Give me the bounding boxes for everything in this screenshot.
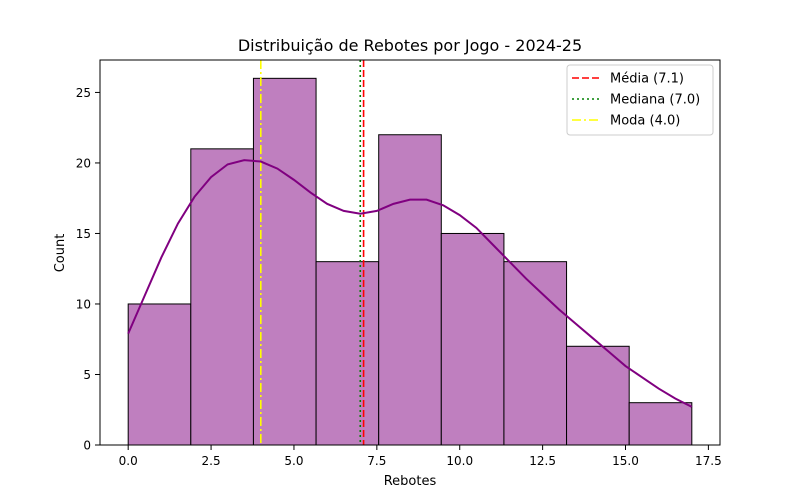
y-axis-ticks: 0 5 10 15 20 25 xyxy=(76,86,100,453)
statistic-lines xyxy=(260,60,365,445)
x-tick-label: 0.0 xyxy=(119,454,138,468)
y-tick-label: 10 xyxy=(76,297,91,311)
y-tick-label: 20 xyxy=(76,156,91,170)
y-tick-label: 5 xyxy=(83,368,91,382)
x-tick-label: 10.0 xyxy=(446,454,473,468)
histogram-bar xyxy=(252,77,317,446)
x-tick-label: 12.5 xyxy=(529,454,556,468)
histogram-bar xyxy=(566,345,630,446)
histogram-bar xyxy=(378,134,442,446)
histogram-bar xyxy=(315,261,380,446)
y-tick-label: 25 xyxy=(76,86,91,100)
x-tick-label: 15.0 xyxy=(612,454,639,468)
histogram-bar xyxy=(190,148,254,446)
chart-title: Distribuição de Rebotes por Jogo - 2024-… xyxy=(238,36,582,55)
legend-label: Moda (4.0) xyxy=(610,114,680,129)
histogram-bar xyxy=(503,261,568,446)
histogram-bar xyxy=(440,232,505,446)
legend-box xyxy=(566,64,714,136)
plot-frame xyxy=(99,59,721,446)
y-axis-label: Count xyxy=(53,234,68,273)
histogram-bars xyxy=(127,77,693,446)
legend: Média (7.1) Mediana (7.0) Moda (4.0) xyxy=(566,64,714,136)
x-tick-label: 17.5 xyxy=(695,454,722,468)
y-tick-label: 15 xyxy=(76,227,91,241)
x-tick-label: 5.0 xyxy=(284,454,303,468)
x-tick-label: 7.5 xyxy=(367,454,386,468)
x-axis-label: Rebotes xyxy=(384,474,437,489)
kde-curve xyxy=(127,159,693,408)
x-tick-label: 2.5 xyxy=(202,454,221,468)
histogram-bar xyxy=(127,303,192,446)
histogram-bar xyxy=(628,402,693,446)
legend-label: Média (7.1) xyxy=(610,72,684,87)
x-axis-ticks: 0.0 2.5 5.0 7.5 10.0 12.5 15.0 17.5 xyxy=(119,445,722,468)
legend-label: Mediana (7.0) xyxy=(610,93,700,108)
y-tick-label: 0 xyxy=(83,439,91,453)
